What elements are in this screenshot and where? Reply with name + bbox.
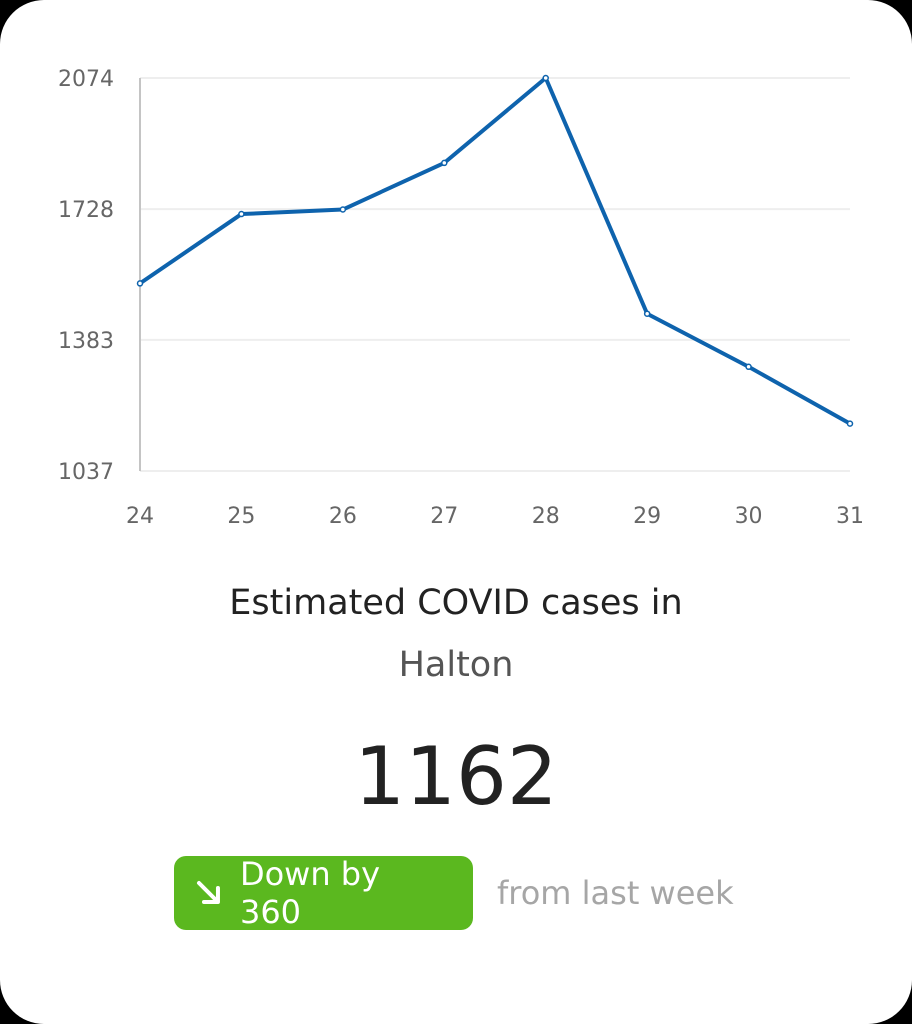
y-tick-label: 1037 (58, 460, 114, 485)
y-tick-label: 1383 (58, 329, 114, 354)
data-point (339, 206, 347, 213)
x-tick-label: 26 (329, 504, 357, 529)
change-note: from last week (497, 874, 734, 912)
y-tick-labels: 2074 1728 1383 1037 (58, 67, 114, 485)
data-point (238, 210, 245, 218)
weekly-change: Down by 360 from last week (174, 855, 734, 931)
arrow-down-right-icon (196, 881, 220, 904)
x-tick-label: 27 (430, 504, 458, 529)
x-tick-label: 25 (227, 504, 255, 529)
data-point (136, 280, 144, 287)
chart-title: Estimated COVID cases in Halton (0, 572, 912, 696)
grid-lines (140, 77, 850, 472)
change-badge: Down by 360 (174, 855, 473, 931)
x-tick-label: 28 (532, 504, 560, 529)
title-line: Estimated COVID cases in (229, 583, 683, 623)
x-tick-label: 29 (633, 504, 661, 529)
x-tick-label: 31 (836, 504, 864, 529)
x-tick-labels: 24 25 26 27 28 29 30 31 (126, 504, 864, 529)
data-point (542, 74, 549, 82)
data-point (745, 363, 752, 371)
y-tick-label: 2074 (58, 67, 114, 92)
data-point (441, 159, 448, 167)
change-label: Down by 360 (239, 855, 381, 931)
cases-line-chart: 2074 1728 1383 1037 24 25 26 27 28 29 30 31 (58, 67, 864, 529)
x-tick-label: 30 (735, 504, 763, 529)
series-line (138, 76, 852, 426)
y-tick-label: 1728 (58, 198, 114, 223)
x-tick-label: 24 (126, 504, 154, 529)
data-point (643, 310, 651, 317)
region-name: Halton (398, 645, 514, 685)
series-layer (136, 74, 854, 427)
data-point (846, 420, 854, 427)
current-cases-value: 1162 (354, 730, 558, 823)
